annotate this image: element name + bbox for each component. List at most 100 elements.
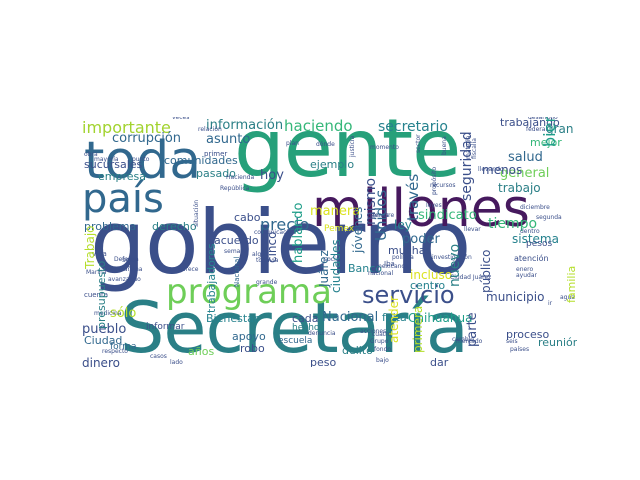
word: pueblo: [82, 322, 127, 337]
word: sucursales: [84, 158, 143, 171]
word: obra: [84, 151, 98, 158]
word: atención: [514, 254, 549, 263]
word: jóvenes: [351, 206, 365, 253]
word: vida: [92, 250, 107, 258]
word: información: [206, 118, 284, 133]
word: escuela: [278, 336, 313, 346]
word: situación: [193, 199, 200, 227]
word: Pemex: [324, 224, 355, 234]
word: presupuesto: [95, 260, 108, 329]
word: forma: [110, 342, 137, 352]
word: materia: [465, 135, 472, 159]
word: social: [324, 256, 342, 263]
word: primera: [411, 305, 425, 353]
word: nacional: [368, 270, 394, 277]
word: ejemplo: [310, 158, 355, 171]
word: programa: [166, 272, 332, 312]
word: muchas: [388, 244, 432, 257]
word: través: [404, 173, 422, 221]
word: sector: [415, 134, 422, 153]
word: dentro: [520, 228, 540, 235]
word: Secretaría: [120, 287, 469, 367]
word: temas: [370, 212, 389, 219]
word: precio: [260, 215, 310, 234]
word: asunto: [206, 132, 251, 147]
word: nuevo: [447, 243, 463, 287]
word: fondo: [374, 346, 392, 353]
word: casos: [150, 353, 167, 360]
word: diciembre: [520, 204, 550, 211]
word: falta: [382, 311, 407, 324]
word: atender: [387, 296, 401, 343]
word: gente: [234, 117, 461, 195]
word: robo: [240, 342, 265, 355]
word: grande: [256, 279, 278, 286]
word: público: [479, 249, 493, 293]
word: sólo: [110, 306, 137, 321]
word: sindicato: [418, 208, 477, 223]
word: centro: [410, 279, 446, 292]
word: plan: [286, 140, 299, 147]
word: problema: [84, 220, 137, 233]
word: servicio: [362, 281, 455, 309]
word: lado: [170, 359, 183, 366]
word: mejor: [530, 136, 562, 149]
word: tiempo: [488, 216, 538, 232]
word: ciudades: [329, 239, 343, 293]
word: leyes: [426, 202, 442, 209]
word: trabajo: [498, 181, 541, 195]
word: primer: [204, 150, 228, 158]
word: delito: [342, 344, 373, 357]
word: salud: [508, 150, 543, 165]
word: dar: [430, 356, 449, 367]
word: incluso: [410, 268, 453, 282]
word: acciones: [360, 328, 387, 335]
word: acuerdo: [214, 234, 259, 247]
word: relación: [198, 126, 222, 133]
word: cambio: [452, 336, 474, 343]
word: Ciudad Juárez: [450, 274, 492, 281]
word: momento: [370, 144, 399, 151]
word: comunidades: [164, 154, 238, 167]
word: pesos: [526, 239, 553, 249]
word: bajo: [376, 357, 389, 364]
word: política: [392, 254, 414, 261]
word: Chihuahua: [408, 311, 473, 325]
word: bien: [540, 117, 559, 147]
word: veces: [172, 117, 190, 121]
word: pasado: [196, 167, 236, 180]
word: justicia: [349, 135, 356, 157]
word: menos: [482, 163, 523, 177]
word: peso: [310, 356, 337, 367]
word: ley: [394, 218, 412, 232]
word: desarrollo: [528, 117, 558, 121]
word: años: [188, 345, 215, 358]
word: manera: [310, 204, 361, 219]
word: mismo: [363, 177, 379, 225]
word: importante: [82, 118, 171, 137]
word: toda: [84, 131, 202, 191]
word: trabajando: [500, 117, 560, 129]
word: hoy: [260, 168, 284, 183]
word: Nacional: [322, 310, 379, 325]
word: millones: [312, 179, 530, 239]
word: seis: [506, 338, 518, 345]
word-cloud: gobierno gente Secretaría millones toda …: [80, 117, 577, 367]
word: comunicación: [254, 229, 296, 236]
word: sistema: [512, 232, 559, 246]
word: cada: [292, 312, 319, 325]
word: siempre: [370, 212, 395, 219]
word: informar: [146, 322, 185, 332]
word: gran: [546, 122, 574, 136]
word: empresa: [98, 170, 146, 183]
word: enero: [516, 266, 534, 273]
word: ayudar: [516, 272, 537, 279]
word: hecho: [292, 323, 320, 333]
word: Bienestar: [206, 312, 259, 325]
word: dinero: [82, 356, 120, 367]
word: internet: [288, 244, 312, 251]
word: cinco: [265, 231, 279, 263]
word: Grupo: [370, 338, 389, 345]
word: gobierno: [90, 191, 471, 294]
word: mercado: [456, 338, 483, 345]
